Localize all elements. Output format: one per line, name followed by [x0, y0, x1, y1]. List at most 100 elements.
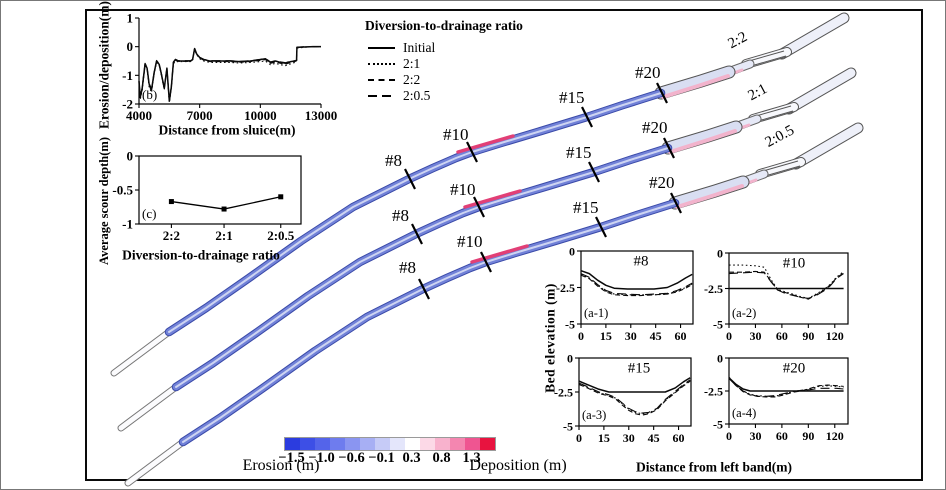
- subplot-a1: 0-2.5-50 15 30 45 60: [556, 245, 694, 343]
- svg-text:60: 60: [776, 329, 788, 343]
- svg-text:30: 30: [749, 429, 761, 443]
- svg-text:-2: -2: [122, 97, 133, 112]
- svg-text:120: 120: [826, 329, 844, 343]
- svg-text:2:2: 2:2: [163, 228, 180, 243]
- svg-text:0: 0: [578, 329, 584, 343]
- channel-map-2-2: [110, 12, 850, 377]
- panel-b-x-axis-label: Distance from sluice(m): [158, 122, 296, 138]
- colorbar-cell: [345, 438, 360, 450]
- colorbar-tick-label: 1.3: [462, 450, 481, 466]
- svg-text:2:0.5: 2:0.5: [267, 228, 295, 243]
- colorbar-cell: [435, 438, 450, 450]
- legend-item-2-2: 2:2: [368, 72, 421, 88]
- section-label-ch2-15: #15: [566, 143, 592, 162]
- legend-item-label: Initial: [403, 40, 436, 56]
- subplot-a3: 0-2.5-50 15 30 45 60: [554, 352, 692, 445]
- svg-text:0: 0: [726, 329, 732, 343]
- colorbar-cell: [315, 438, 330, 450]
- panel-b-y-axis-label: Erosion/deposition(m): [96, 0, 112, 130]
- colorbar-cell: [480, 438, 495, 450]
- svg-text:-1: -1: [122, 68, 133, 83]
- svg-text:-2.5: -2.5: [704, 385, 723, 399]
- panel-b-tag: (b): [142, 87, 158, 102]
- svg-text:-5: -5: [565, 318, 575, 332]
- colorbar-cell: [330, 438, 345, 450]
- legend-item-2-1: 2:1: [368, 56, 421, 72]
- colorbar-tick-label: 0.3: [402, 450, 421, 466]
- svg-text:15: 15: [598, 431, 610, 445]
- svg-text:0: 0: [717, 352, 723, 366]
- section-label-ch3-15: #15: [573, 198, 599, 217]
- svg-text:-0.5: -0.5: [112, 183, 133, 198]
- solid-line-sample-icon: [368, 47, 395, 49]
- subplot-a2-title: #10: [782, 255, 806, 272]
- svg-text:60: 60: [675, 329, 687, 343]
- subplot-a3-title: #15: [627, 360, 651, 377]
- sections-x-axis-label: Distance from left band(m): [635, 459, 793, 475]
- svg-text:0: 0: [569, 245, 575, 259]
- svg-text:0: 0: [127, 149, 134, 164]
- section-label-ch2-10: #10: [450, 180, 476, 199]
- svg-text:30: 30: [749, 329, 761, 343]
- svg-text:30: 30: [623, 431, 635, 445]
- colorbar-cell: [375, 438, 390, 450]
- svg-text:13000: 13000: [305, 108, 338, 123]
- svg-text:60: 60: [673, 431, 685, 445]
- panel-c-plot: 0 -0.5 -1 2:2 2:1 2:0.5: [112, 149, 302, 243]
- section-label-ch1-15: #15: [559, 88, 585, 107]
- channel-map-2-0-5: [124, 122, 864, 487]
- svg-text:1: 1: [127, 11, 134, 26]
- legend-title: Diversion-to-drainage ratio: [365, 18, 523, 33]
- svg-text:2:1: 2:1: [215, 228, 232, 243]
- section-label-ch1-20: #20: [635, 63, 661, 82]
- colorbar-cell: [465, 438, 480, 450]
- svg-text:-5: -5: [713, 418, 723, 432]
- subplot-a4: 0-2.5-50 30 60 90 120: [704, 352, 849, 443]
- longdash-line-sample-icon: [368, 94, 395, 98]
- channel-map-2-1: [117, 67, 857, 432]
- colorbar-cell: [360, 438, 375, 450]
- legend-item-initial: Initial: [368, 40, 436, 56]
- colorbar-cell: [450, 438, 465, 450]
- sections-y-axis-label: Bed elevation (m): [542, 283, 558, 393]
- svg-text:-5: -5: [563, 420, 573, 434]
- legend-item-label: 2:2: [403, 72, 421, 88]
- colorbar-cell: [300, 438, 315, 450]
- section-label-ch2-20: #20: [642, 118, 668, 137]
- svg-text:0: 0: [576, 431, 582, 445]
- svg-text:0: 0: [726, 429, 732, 443]
- svg-text:-1: -1: [122, 217, 133, 232]
- section-label-ch3-20: #20: [649, 173, 675, 192]
- svg-text:-5: -5: [713, 318, 723, 332]
- colorbar-cell: [285, 438, 300, 450]
- colorbar-cell: [390, 438, 405, 450]
- section-label-ch3-8: #8: [399, 258, 416, 277]
- colorbar-tick-label: −0.1: [368, 450, 395, 466]
- colorbar-tick-label: −1.5: [278, 450, 305, 466]
- subplot-a3-tag: (a-3): [582, 408, 607, 422]
- svg-text:90: 90: [802, 329, 814, 343]
- subplot-a4-tag: (a-4): [732, 406, 757, 420]
- colorbar-cell: [420, 438, 435, 450]
- panel-c-y-axis-label: Average scour depth(m): [96, 137, 111, 265]
- svg-text:-2.5: -2.5: [554, 386, 573, 400]
- section-label-ch1-10: #10: [443, 125, 469, 144]
- svg-text:30: 30: [625, 329, 637, 343]
- subplot-a1-tag: (a-1): [584, 306, 609, 320]
- section-label-ch1-8: #8: [385, 151, 402, 170]
- subplot-a1-title: #8: [633, 253, 649, 270]
- legend-item-label: 2:0.5: [403, 88, 431, 104]
- subplot-a4-title: #20: [782, 360, 806, 377]
- colorbar-tick-label: −1.0: [308, 450, 335, 466]
- legend-item-2-0-5: 2:0.5: [368, 88, 431, 104]
- colorbar-erosion-label: Erosion (m): [242, 457, 320, 474]
- svg-text:4000: 4000: [126, 108, 152, 123]
- legend-item-label: 2:1: [403, 56, 421, 72]
- colorbar-deposition-label: Deposition (m): [469, 457, 567, 474]
- svg-text:-2.5: -2.5: [704, 282, 723, 296]
- subplot-a2: 0-2.5-50 30 60 90 120: [704, 247, 849, 343]
- colorbar-cell: [405, 438, 420, 450]
- figure-frame: [85, 9, 923, 481]
